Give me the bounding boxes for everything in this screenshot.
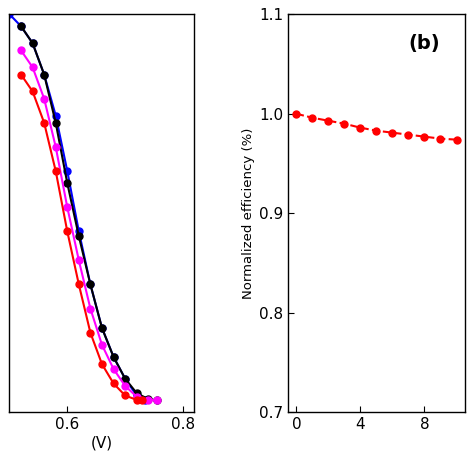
Text: (b): (b) — [408, 34, 440, 53]
Y-axis label: Normalized efficiency (%): Normalized efficiency (%) — [242, 128, 255, 299]
X-axis label: (V): (V) — [91, 435, 113, 450]
